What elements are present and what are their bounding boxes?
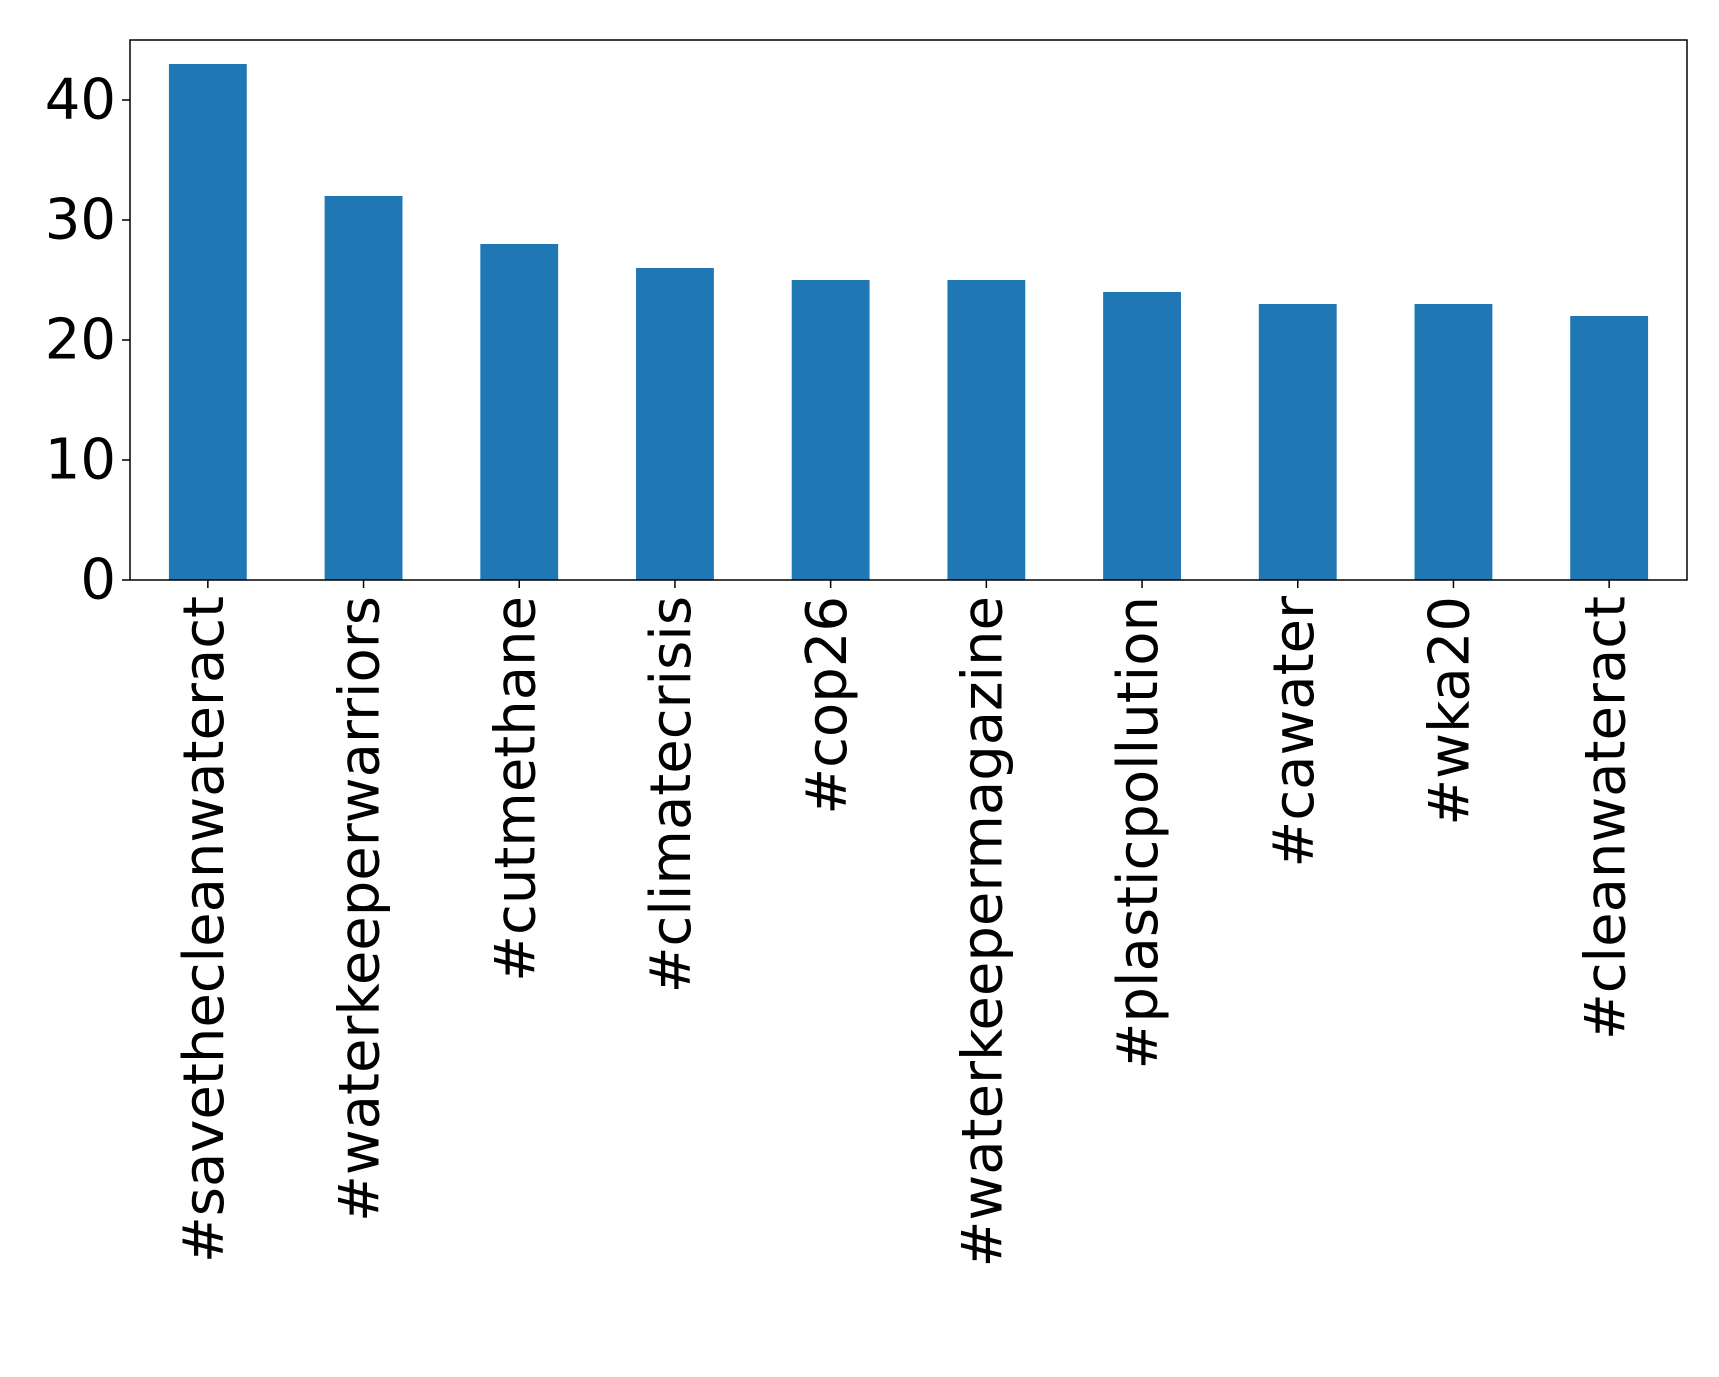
bar <box>1570 316 1649 580</box>
bar <box>636 268 714 580</box>
y-tick-label: 40 <box>45 68 116 133</box>
bar <box>1103 292 1181 580</box>
bar <box>1414 304 1493 580</box>
bar <box>791 280 870 580</box>
bar <box>947 280 1026 580</box>
x-tick-label: #wka20 <box>1418 596 1483 826</box>
y-tick-label: 30 <box>45 188 116 253</box>
x-tick-label: #savethecleanwateract <box>172 596 237 1263</box>
y-tick-label: 10 <box>45 428 116 493</box>
bar <box>1258 304 1337 580</box>
bar <box>168 64 247 580</box>
x-tick-label: #cawater <box>1262 595 1327 868</box>
x-axis: #savethecleanwateract #waterkeeperwarrior… <box>172 580 1638 1267</box>
x-tick-label: #cleanwateract <box>1573 596 1638 1040</box>
x-tick-label: #climatecrisis <box>639 596 704 993</box>
bar <box>480 244 559 580</box>
plot-frame <box>129 39 1688 581</box>
x-tick-label: #waterkeeperwarriors <box>328 596 393 1222</box>
bar <box>324 196 403 580</box>
x-tick-label: #cutmethane <box>483 596 548 982</box>
bars-group <box>168 64 1649 580</box>
y-axis: 0 10 20 30 40 <box>45 68 130 613</box>
y-tick-label: 0 <box>80 548 116 613</box>
y-tick-label: 20 <box>45 308 116 373</box>
x-tick-label: #plasticpollution <box>1106 596 1171 1070</box>
x-tick-label: #waterkeepermagazine <box>950 596 1015 1267</box>
x-tick-label: #cop26 <box>795 596 860 815</box>
